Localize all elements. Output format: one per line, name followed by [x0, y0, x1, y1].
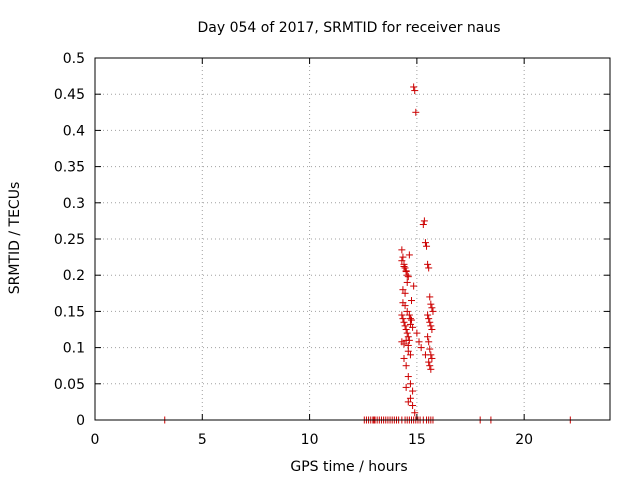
data-point: [419, 221, 427, 229]
data-point: [398, 246, 406, 254]
data-point: [428, 304, 436, 312]
data-point: [421, 351, 429, 359]
data-point: [410, 282, 418, 290]
data-point: [399, 253, 407, 261]
data-point: [400, 340, 408, 348]
data-points: [161, 83, 574, 424]
data-point: [411, 409, 419, 417]
data-point: [403, 278, 411, 286]
data-point: [426, 362, 434, 370]
data-point: [406, 380, 414, 388]
data-point: [427, 365, 435, 373]
data-point: [426, 345, 434, 353]
data-point: [425, 264, 433, 272]
data-point: [405, 251, 413, 259]
data-point: [402, 383, 410, 391]
data-point: [425, 358, 433, 366]
data-point: [425, 315, 433, 323]
data-point: [400, 263, 408, 271]
data-point: [424, 311, 432, 319]
axis-ticks: 0 0.05 0.1 0.15 0.2 0.25 0.3 0.35 0.4 0.45 0.5 0 5 10…: [54, 51, 610, 448]
data-point: [398, 257, 406, 265]
data-point: [408, 297, 416, 305]
data-point: [402, 326, 410, 333]
chart-title: Day 054 of 2017, SRMTID for receiver nau…: [197, 20, 500, 36]
data-point: [428, 354, 436, 362]
data-point: [404, 273, 412, 281]
y-tick-label: 0.4: [63, 123, 85, 139]
data-point: [408, 316, 416, 324]
data-point: [428, 326, 436, 333]
data-point: [409, 323, 417, 331]
data-point: [420, 217, 428, 225]
data-point: [402, 362, 410, 370]
x-tick-label: 0: [91, 432, 100, 448]
data-point: [411, 87, 419, 95]
data-point: [401, 322, 409, 330]
data-point: [403, 307, 411, 315]
data-point: [404, 373, 412, 381]
data-point: [399, 315, 407, 323]
grid: [95, 58, 610, 420]
x-tick-label: 20: [515, 432, 533, 448]
data-point: [401, 264, 409, 272]
data-point: [401, 302, 409, 310]
data-point: [404, 398, 412, 406]
data-point: [405, 311, 413, 319]
data-point: [429, 307, 437, 315]
data-point: [413, 329, 421, 337]
data-point: [401, 289, 409, 297]
y-tick-label: 0.05: [54, 377, 85, 393]
data-point: [427, 322, 435, 330]
plot-area-frame: [94, 57, 611, 421]
y-tick-label: 0.5: [63, 51, 85, 67]
data-point: [424, 333, 432, 341]
data-point: [426, 318, 434, 326]
data-point: [403, 329, 411, 337]
data-point: [402, 336, 410, 344]
data-point: [398, 311, 406, 319]
data-point: [417, 344, 425, 352]
y-tick-label: 0.45: [54, 87, 85, 103]
data-point: [415, 338, 423, 346]
data-point: [409, 387, 417, 395]
data-point: [421, 239, 429, 247]
data-point: [399, 286, 407, 294]
data-point: [400, 318, 408, 326]
data-point: [409, 402, 417, 410]
y-axis-label: SRMTID / TECUs: [7, 182, 23, 295]
y-tick-label: 0.25: [54, 232, 85, 248]
data-point: [404, 347, 412, 355]
data-point: [404, 333, 412, 341]
data-point: [412, 108, 420, 116]
y-tick-label: 0.15: [54, 304, 85, 320]
x-tick-label: 10: [301, 432, 319, 448]
data-point: [410, 83, 418, 91]
y-tick-label: 0: [76, 413, 85, 429]
y-tick-label: 0.35: [54, 160, 85, 176]
data-point: [427, 300, 435, 308]
y-tick-label: 0.2: [63, 268, 85, 284]
y-tick-label: 0.1: [63, 341, 85, 357]
x-tick-label: 5: [198, 432, 207, 448]
data-point: [423, 242, 431, 250]
data-point: [400, 354, 408, 362]
data-point: [424, 260, 432, 268]
x-axis-label: GPS time / hours: [290, 459, 407, 475]
data-point: [426, 293, 434, 301]
data-point: [425, 338, 433, 346]
data-point: [406, 351, 414, 359]
data-point: [406, 394, 414, 402]
data-point: [402, 267, 410, 275]
data-point: [403, 271, 411, 279]
x-tick-label: 15: [408, 432, 426, 448]
y-tick-label: 0.3: [63, 196, 85, 212]
